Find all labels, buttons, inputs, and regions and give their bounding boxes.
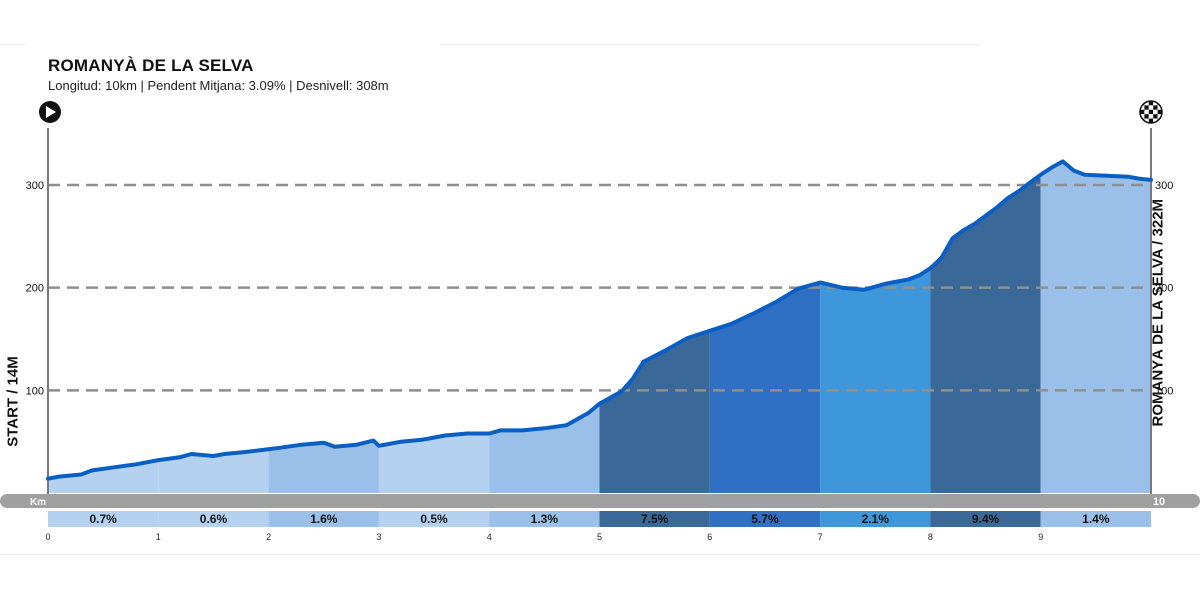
x-tick-7: 7 — [818, 532, 823, 542]
x-ticks: 0 1 2 3 4 5 6 7 8 9 — [45, 532, 1043, 542]
grade-segment-area-4 — [378, 433, 490, 493]
grade-segment-area-7 — [709, 282, 821, 493]
grade-label-1: 0.7% — [89, 512, 117, 526]
x-tick-4: 4 — [487, 532, 492, 542]
grade-bar: 0.7% 0.6% 1.6% 0.5% 1.3% 7.5% 5.7% 2.1% 9.4% 1.4% — [48, 511, 1151, 527]
x-tick-6: 6 — [707, 532, 712, 542]
x-tick-1: 1 — [156, 532, 161, 542]
header-rule-left — [0, 44, 26, 45]
km-baseline: Km 10 — [0, 494, 1200, 508]
y-tick-left-100: 100 — [26, 385, 44, 397]
y-ticks: 100 100 200 200 300 300 — [26, 180, 1174, 397]
grade-label-7: 5.7% — [751, 512, 779, 526]
grade-bar-cell-7 — [709, 511, 821, 527]
grade-segments — [48, 161, 1151, 493]
chart-title: ROMANYÀ DE LA SELVA — [48, 56, 254, 75]
grade-bar-cell-3 — [268, 511, 379, 527]
grade-bar-cell-6 — [599, 511, 710, 527]
grade-segment-area-6 — [599, 330, 710, 493]
chart-subtitle: Longitud: 10km | Pendent Mitjana: 3.09% … — [48, 78, 389, 93]
grade-segment-area-5 — [489, 403, 600, 493]
x-tick-0: 0 — [45, 532, 50, 542]
grade-label-10: 1.4% — [1082, 512, 1110, 526]
grade-bar-cell-8 — [820, 511, 931, 527]
grade-bar-cell-10 — [1040, 511, 1151, 527]
y-tick-left-300: 300 — [26, 180, 44, 192]
grade-label-8: 2.1% — [862, 512, 890, 526]
header-rule-right — [440, 44, 980, 45]
grade-label-5: 1.3% — [531, 512, 559, 526]
km-baseline-bar — [0, 494, 1200, 508]
grade-segment-area-9 — [930, 174, 1041, 493]
grade-segment-area-2 — [158, 449, 269, 493]
grid — [48, 183, 1151, 392]
grade-bar-cell-2 — [158, 511, 269, 527]
play-icon — [39, 101, 61, 123]
y-tick-right-200: 200 — [1155, 283, 1173, 295]
axes — [47, 128, 1152, 495]
grade-segment-area-3 — [268, 440, 379, 493]
grade-segment-area-1 — [48, 460, 159, 493]
grade-bar-cell-9 — [930, 511, 1041, 527]
x-tick-2: 2 — [266, 532, 271, 542]
grade-label-6: 7.5% — [641, 512, 669, 526]
grade-bar-cell-4 — [378, 511, 490, 527]
grade-label-3: 1.6% — [310, 512, 338, 526]
grade-bar-cell-5 — [489, 511, 600, 527]
grade-bar-cell-1 — [48, 511, 159, 527]
grade-label-9: 9.4% — [972, 512, 1000, 526]
grade-segment-area-10 — [1040, 161, 1151, 493]
y-tick-right-300: 300 — [1155, 180, 1173, 192]
km-label: Km — [30, 497, 46, 508]
grade-segment-area-8 — [820, 268, 931, 493]
elevation-line — [46, 159, 1153, 481]
km-end-label: 10 — [1153, 496, 1165, 508]
footer-rule — [0, 554, 1200, 555]
x-tick-8: 8 — [928, 532, 933, 542]
x-tick-9: 9 — [1038, 532, 1043, 542]
x-tick-5: 5 — [597, 532, 602, 542]
y-tick-right-100: 100 — [1155, 385, 1173, 397]
x-tick-3: 3 — [376, 532, 381, 542]
y-tick-left-200: 200 — [26, 283, 44, 295]
grade-label-4: 0.5% — [420, 512, 448, 526]
grade-label-2: 0.6% — [200, 512, 228, 526]
checkered-flag-icon — [1139, 100, 1163, 124]
